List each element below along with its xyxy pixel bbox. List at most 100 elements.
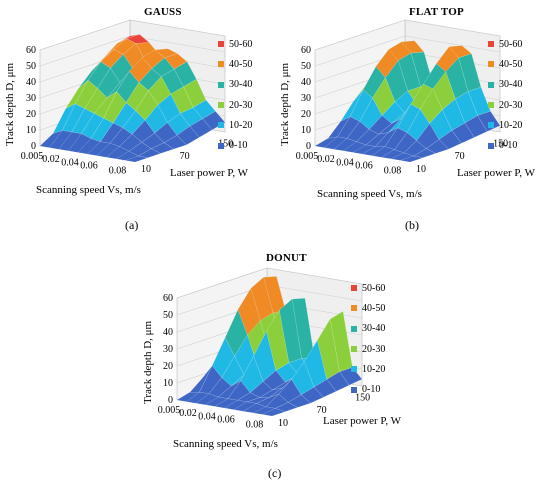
x-tick-label: 0.02 bbox=[179, 408, 197, 419]
y-axis-label: Laser power P, W bbox=[323, 415, 401, 427]
legend-swatch bbox=[218, 102, 224, 109]
z-tick-label: 0 bbox=[168, 395, 173, 406]
chart-gauss: 0 10 20 30 40 50 60 0.005 0.02 0.04 0.06 0.08 10 70 15… bbox=[21, 19, 233, 176]
chart-panel-donut: 0 10 20 30 40 50 60 0.005 0.02 0.04 0.06 0.08 10 70 15… bbox=[137, 244, 412, 484]
legend: 50-60 40-50 30-40 20-30 10-20 0-10 bbox=[488, 34, 522, 156]
legend-swatch bbox=[351, 325, 357, 332]
legend-label: 10-20 bbox=[499, 119, 523, 131]
gridline bbox=[314, 35, 501, 67]
legend-entry: 0-10 bbox=[488, 135, 522, 155]
z-tick-label: 0 bbox=[31, 141, 36, 152]
z-tick-label: 50 bbox=[26, 61, 36, 72]
legend-entry: 20-30 bbox=[351, 339, 385, 359]
z-tick-label: 40 bbox=[26, 77, 36, 88]
surface-front bbox=[261, 408, 286, 417]
legend-swatch bbox=[488, 122, 494, 129]
z-tick-label: 60 bbox=[163, 293, 173, 304]
y-tick-label: 10 bbox=[141, 164, 151, 175]
z-tick-label: 60 bbox=[26, 45, 36, 56]
x-tick-label: 0.08 bbox=[109, 165, 127, 176]
y-tick-label: 70 bbox=[180, 151, 190, 162]
legend-label: 40-50 bbox=[499, 58, 523, 70]
legend-swatch bbox=[218, 122, 224, 129]
x-axis-label: Scanning speed Vs, m/s bbox=[317, 188, 422, 200]
legend-swatch bbox=[488, 102, 494, 109]
legend-swatch bbox=[488, 41, 494, 48]
z-tick-label: 30 bbox=[163, 344, 173, 355]
x-tick-label: 0.005 bbox=[158, 405, 181, 416]
z-tick-label: 60 bbox=[301, 45, 311, 56]
legend-swatch bbox=[351, 346, 357, 353]
y-tick-label: 150 bbox=[493, 138, 508, 149]
legend-label: 0-10 bbox=[362, 384, 381, 396]
x-axis-label: Scanning speed Vs, m/s bbox=[36, 184, 141, 196]
z-tick-label: 30 bbox=[301, 93, 311, 104]
legend-entry: 10-20 bbox=[351, 359, 385, 379]
x-tick-label: 0.06 bbox=[355, 161, 373, 172]
z-tick-label: 20 bbox=[26, 109, 36, 120]
x-axis-label: Scanning speed Vs, m/s bbox=[173, 438, 278, 450]
z-tick-label: 30 bbox=[26, 93, 36, 104]
y-tick-label: 10 bbox=[416, 164, 426, 175]
legend-label: 10-20 bbox=[362, 363, 386, 375]
z-tick-label: 50 bbox=[301, 61, 311, 72]
legend-swatch bbox=[351, 386, 357, 393]
y-axis-label: Laser power P, W bbox=[457, 167, 535, 179]
legend-entry: 20-30 bbox=[218, 95, 252, 115]
chart-flat-top: 0 10 20 30 40 50 60 0.005 0.02 0.04 0.06 0.08 10 70 15… bbox=[296, 19, 508, 176]
legend-label: 50-60 bbox=[362, 282, 386, 294]
y-tick-label: 70 bbox=[455, 151, 465, 162]
z-tick-label: 40 bbox=[301, 77, 311, 88]
legend-entry: 50-60 bbox=[351, 278, 385, 298]
chart-panel-gauss: 0 10 20 30 40 50 60 0.005 0.02 0.04 0.06 0.08 10 70 15… bbox=[0, 0, 275, 240]
legend-swatch bbox=[218, 81, 224, 88]
legend-swatch bbox=[218, 61, 224, 68]
surface-facet bbox=[287, 394, 311, 408]
legend-entry: 40-50 bbox=[351, 298, 385, 318]
surface-front bbox=[400, 155, 423, 163]
chart-title: FLAT TOP bbox=[409, 6, 464, 18]
legend-entry: 30-40 bbox=[488, 75, 522, 95]
legend-label: 40-50 bbox=[362, 302, 386, 314]
legend-label: 0-10 bbox=[499, 140, 518, 152]
legend-swatch bbox=[218, 142, 224, 149]
x-tick-label: 0.02 bbox=[317, 154, 335, 165]
legend-entry: 0-10 bbox=[218, 135, 252, 155]
z-axis-label: Track depth D, μm bbox=[142, 320, 154, 404]
x-tick-label: 0.005 bbox=[296, 151, 319, 162]
legend-label: 50-60 bbox=[499, 38, 523, 50]
panel-caption: (a) bbox=[125, 218, 139, 232]
x-tick-label: 0.02 bbox=[42, 154, 60, 165]
z-tick-label: 10 bbox=[163, 378, 173, 389]
z-tick-label: 0 bbox=[306, 141, 311, 152]
legend-swatch bbox=[488, 142, 494, 149]
chart-panel-flat-top: 0 10 20 30 40 50 60 0.005 0.02 0.04 0.06 0.08 10 70 15… bbox=[275, 0, 550, 240]
legend-label: 20-30 bbox=[362, 343, 386, 355]
legend-label: 20-30 bbox=[229, 99, 253, 111]
legend-label: 30-40 bbox=[499, 79, 523, 91]
z-axis-label: Track depth D, μm bbox=[279, 62, 291, 146]
legend-swatch bbox=[351, 305, 357, 312]
surface-facet bbox=[274, 402, 299, 412]
legend-label: 50-60 bbox=[229, 38, 253, 50]
y-tick-label: 150 bbox=[218, 138, 233, 149]
z-tick-label: 50 bbox=[163, 310, 173, 321]
z-tick-label: 10 bbox=[301, 125, 311, 136]
legend-entry: 40-50 bbox=[218, 54, 252, 74]
y-tick-label: 10 bbox=[278, 418, 288, 429]
panel-caption: (c) bbox=[268, 466, 282, 480]
legend-swatch bbox=[351, 285, 357, 292]
legend-entry: 40-50 bbox=[488, 54, 522, 74]
chart-title: DONUT bbox=[266, 252, 307, 264]
z-tick-label: 20 bbox=[301, 109, 311, 120]
x-tick-label: 0.04 bbox=[61, 157, 79, 168]
legend-label: 10-20 bbox=[229, 119, 253, 131]
x-tick-label: 0.06 bbox=[217, 415, 235, 426]
legend-entry: 50-60 bbox=[488, 34, 522, 54]
legend-label: 0-10 bbox=[229, 140, 248, 152]
legend-entry: 30-40 bbox=[218, 75, 252, 95]
legend-entry: 0-10 bbox=[351, 379, 385, 399]
x-tick-label: 0.04 bbox=[198, 411, 216, 422]
z-tick-label: 20 bbox=[163, 361, 173, 372]
x-tick-label: 0.06 bbox=[80, 161, 98, 172]
